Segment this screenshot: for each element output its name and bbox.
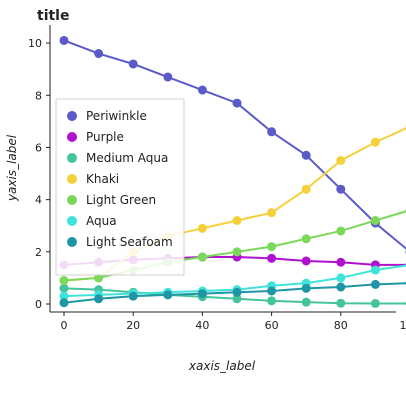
data-point-khaki xyxy=(232,216,242,226)
data-point-medium-aqua xyxy=(336,298,346,308)
data-point-periwinkle xyxy=(301,150,311,160)
legend-label-periwinkle: Periwinkle xyxy=(86,109,147,123)
x-tick-label: 100 xyxy=(400,319,406,332)
data-point-khaki xyxy=(301,184,311,194)
data-point-khaki xyxy=(336,156,346,165)
legend-items: Periwinkle Purple Medium Aqua Khaki Light Gr… xyxy=(67,109,173,249)
x-tick-label: 60 xyxy=(265,319,279,332)
data-point-medium-aqua xyxy=(267,296,277,306)
legend-label-aqua: Aqua xyxy=(86,214,117,228)
data-point-periwinkle xyxy=(267,127,277,137)
data-point-light-green xyxy=(94,273,104,283)
y-tick-label: 2 xyxy=(35,246,42,259)
data-point-light-green xyxy=(232,247,242,257)
legend: Periwinkle Purple Medium Aqua Khaki Light Gr… xyxy=(55,98,185,276)
data-point-purple xyxy=(267,253,277,263)
y-tick-label: 4 xyxy=(35,194,42,207)
legend-marker-purple xyxy=(67,132,77,142)
data-point-medium-aqua xyxy=(301,297,311,307)
data-point-purple xyxy=(301,256,311,266)
data-point-aqua xyxy=(336,273,346,283)
data-point-periwinkle xyxy=(232,98,242,108)
data-point-light-seafoam xyxy=(128,291,138,301)
legend-label-light-seafoam: Light Seafoam xyxy=(86,235,173,249)
data-point-periwinkle xyxy=(59,35,69,45)
data-point-light-seafoam xyxy=(94,294,104,304)
data-point-medium-aqua xyxy=(59,283,69,293)
data-point-periwinkle xyxy=(128,59,138,69)
data-point-light-green xyxy=(301,234,311,244)
chart-title: title xyxy=(37,8,69,24)
legend-marker-khaki xyxy=(67,174,77,184)
y-tick-label: 6 xyxy=(35,141,42,154)
data-point-light-green xyxy=(59,276,69,286)
legend-box xyxy=(55,98,185,276)
data-point-light-seafoam xyxy=(163,290,173,300)
y-tick-label: 10 xyxy=(28,37,42,50)
legend-marker-light-seafoam xyxy=(67,237,77,247)
y-axis-title: yaxis_label xyxy=(5,134,19,202)
data-point-light-seafoam xyxy=(301,283,311,293)
data-point-light-green xyxy=(197,252,207,262)
legend-label-light-green: Light Green xyxy=(86,193,156,207)
legend-marker-light-green xyxy=(67,195,77,205)
legend-marker-medium-aqua xyxy=(67,153,77,163)
data-point-periwinkle xyxy=(163,72,173,82)
ticks: 0 20 40 60 80 100 0 2 4 6 8 10 xyxy=(28,37,406,332)
legend-label-medium-aqua: Medium Aqua xyxy=(86,151,168,165)
x-tick-label: 40 xyxy=(195,319,209,332)
legend-label-khaki: Khaki xyxy=(86,172,119,186)
data-point-medium-aqua xyxy=(232,294,242,304)
data-point-khaki xyxy=(197,223,207,233)
data-point-aqua xyxy=(370,265,380,275)
data-point-periwinkle xyxy=(197,85,207,95)
data-point-light-seafoam xyxy=(336,282,346,292)
legend-marker-aqua xyxy=(67,216,77,226)
data-point-light-seafoam xyxy=(267,286,277,296)
axes xyxy=(49,25,396,313)
x-tick-label: 80 xyxy=(334,319,348,332)
data-point-light-seafoam xyxy=(59,298,69,308)
y-tick-label: 8 xyxy=(35,89,42,102)
data-point-medium-aqua xyxy=(370,298,380,308)
data-point-periwinkle xyxy=(94,49,104,59)
data-point-light-seafoam xyxy=(232,287,242,297)
y-tick-label: 0 xyxy=(35,298,42,311)
data-point-khaki xyxy=(267,208,277,218)
data-point-light-seafoam xyxy=(197,289,207,299)
x-tick-label: 0 xyxy=(61,319,68,332)
data-point-periwinkle xyxy=(336,184,346,194)
data-point-light-green xyxy=(267,242,277,252)
data-point-light-green xyxy=(336,226,346,236)
data-point-khaki xyxy=(370,137,380,147)
legend-marker-periwinkle xyxy=(67,111,77,121)
legend-label-purple: Purple xyxy=(86,130,124,144)
data-point-purple xyxy=(336,257,346,267)
data-point-aqua xyxy=(59,291,69,301)
data-point-light-seafoam xyxy=(370,279,380,289)
data-point-light-green xyxy=(370,216,380,226)
x-tick-label: 20 xyxy=(126,319,140,332)
x-axis-title: xaxis_label xyxy=(188,359,256,373)
